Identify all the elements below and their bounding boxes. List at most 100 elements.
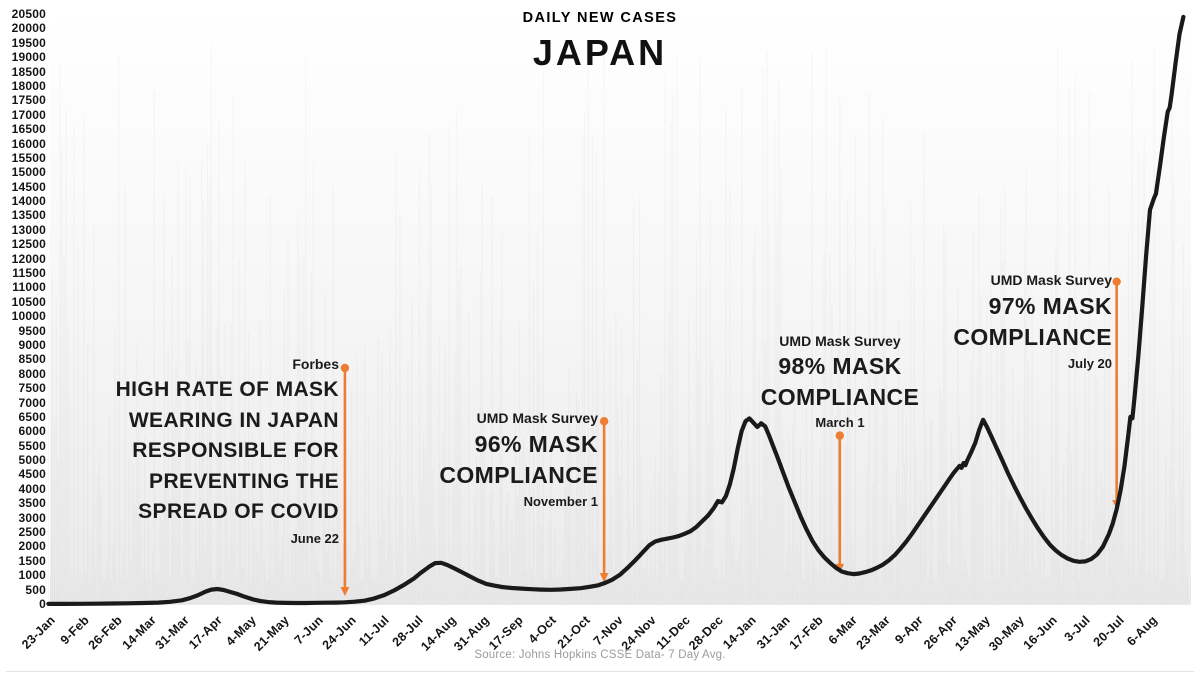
texture-bar bbox=[1147, 570, 1149, 604]
texture-bar bbox=[365, 567, 368, 604]
texture-bar bbox=[1180, 482, 1183, 604]
texture-bar bbox=[911, 517, 913, 604]
texture-bar bbox=[725, 109, 727, 604]
texture-bar bbox=[63, 255, 65, 604]
texture-bar bbox=[744, 417, 747, 604]
texture-bar bbox=[697, 356, 699, 604]
texture-bar bbox=[784, 572, 786, 604]
texture-bar bbox=[472, 573, 474, 604]
texture-bar bbox=[813, 560, 815, 604]
texture-bar bbox=[422, 437, 425, 604]
texture-bar bbox=[122, 555, 124, 604]
texture-bar bbox=[1010, 496, 1012, 604]
texture-bar bbox=[593, 549, 595, 604]
texture-bar bbox=[968, 578, 970, 604]
texture-bar bbox=[902, 388, 904, 604]
texture-bar bbox=[234, 421, 236, 604]
y-tick-label: 0 bbox=[39, 597, 46, 611]
texture-bar bbox=[1106, 578, 1108, 604]
texture-bar bbox=[1084, 366, 1086, 604]
texture-bar bbox=[460, 266, 462, 604]
texture-bar bbox=[864, 571, 866, 604]
texture-bar bbox=[721, 556, 723, 604]
texture-bar bbox=[756, 566, 758, 604]
texture-bar bbox=[1176, 580, 1179, 604]
texture-bar bbox=[379, 538, 381, 604]
texture-bar bbox=[415, 531, 417, 604]
texture-bar bbox=[93, 225, 95, 604]
texture-bar bbox=[1149, 213, 1151, 604]
texture-bar bbox=[550, 452, 552, 604]
texture-bar bbox=[882, 116, 884, 605]
texture-bar bbox=[287, 241, 289, 604]
texture-bar bbox=[1008, 500, 1010, 604]
texture-bar bbox=[491, 195, 493, 604]
texture-bar bbox=[350, 386, 352, 604]
texture-bar bbox=[623, 569, 625, 604]
texture-bar bbox=[161, 521, 163, 604]
texture-bar bbox=[271, 576, 273, 604]
texture-bar bbox=[974, 464, 976, 604]
texture-bar bbox=[1141, 214, 1143, 604]
texture-bar bbox=[1090, 573, 1092, 604]
texture-bar bbox=[259, 319, 262, 604]
texture-bar bbox=[468, 311, 470, 604]
texture-bar bbox=[998, 578, 1000, 604]
texture-bar bbox=[297, 212, 299, 604]
texture-bar bbox=[695, 242, 697, 604]
texture-bar bbox=[642, 568, 644, 604]
texture-bar bbox=[420, 482, 423, 604]
texture-bar bbox=[1100, 471, 1102, 604]
texture-bar bbox=[607, 545, 609, 604]
texture-bar bbox=[886, 385, 888, 604]
texture-bar bbox=[165, 477, 167, 604]
texture-bar bbox=[880, 580, 882, 604]
y-tick-label: 7000 bbox=[18, 395, 46, 410]
annotation-source-label: UMD Mask Survey bbox=[476, 410, 598, 426]
texture-bar bbox=[587, 47, 589, 605]
texture-bar bbox=[780, 170, 782, 604]
y-tick-label: 17000 bbox=[11, 107, 46, 122]
texture-bar bbox=[589, 453, 591, 604]
texture-bar bbox=[966, 570, 968, 604]
texture-bar bbox=[982, 463, 984, 604]
texture-bar bbox=[153, 90, 155, 605]
texture-bar bbox=[434, 533, 436, 604]
texture-bar bbox=[768, 225, 770, 604]
texture-bar bbox=[797, 489, 800, 604]
texture-bar bbox=[91, 532, 93, 604]
texture-bar bbox=[399, 214, 401, 604]
texture-bar bbox=[684, 546, 686, 604]
texture-bar bbox=[118, 55, 120, 604]
texture-bar bbox=[615, 314, 617, 604]
annotation-headline: 96% MASK COMPLIANCE bbox=[439, 431, 598, 488]
texture-bar bbox=[110, 580, 112, 604]
texture-bar bbox=[640, 458, 642, 604]
texture-bar bbox=[870, 569, 872, 604]
texture-bar bbox=[970, 360, 972, 604]
texture-bar bbox=[688, 318, 690, 604]
texture-bar bbox=[430, 181, 432, 604]
texture-bar bbox=[79, 574, 81, 604]
texture-bar bbox=[134, 502, 136, 604]
texture-bar bbox=[220, 374, 222, 604]
texture-bar bbox=[1013, 522, 1016, 604]
texture-bar bbox=[181, 577, 183, 604]
texture-bar bbox=[1063, 463, 1065, 604]
y-tick-label: 500 bbox=[25, 582, 46, 597]
texture-bar bbox=[978, 194, 980, 604]
y-tick-label: 8000 bbox=[18, 366, 46, 381]
texture-bar bbox=[994, 579, 996, 604]
texture-bar bbox=[862, 568, 864, 604]
texture-bar bbox=[1031, 297, 1033, 604]
texture-bar bbox=[841, 578, 843, 604]
texture-bar bbox=[73, 125, 75, 605]
texture-bar bbox=[580, 431, 582, 604]
texture-bar bbox=[206, 145, 209, 604]
texture-bar bbox=[603, 48, 605, 605]
texture-bar bbox=[475, 455, 478, 604]
texture-bar bbox=[1104, 294, 1106, 604]
texture-bar bbox=[257, 552, 260, 604]
texture-bar bbox=[605, 579, 607, 604]
